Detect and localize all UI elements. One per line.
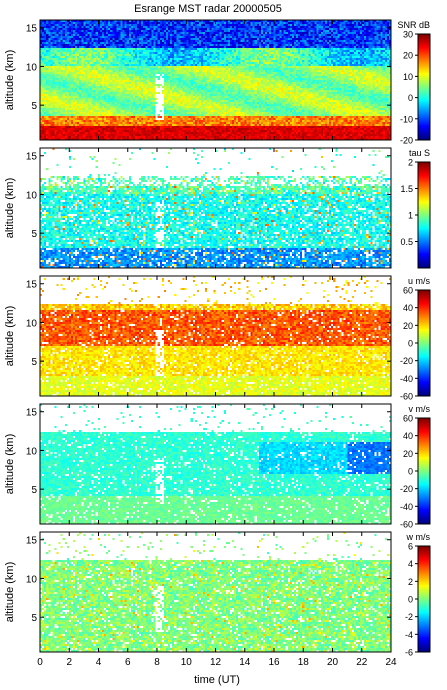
heatmap-image	[40, 404, 391, 524]
colorbar-tick-label: 20	[403, 51, 413, 61]
x-tick-label: 20	[327, 657, 339, 668]
y-tick-label: 5	[31, 613, 37, 624]
y-tick-label: 5	[31, 229, 37, 240]
x-tick-label: 24	[385, 657, 397, 668]
colorbar-label: tau S	[409, 148, 430, 158]
heatmap-image	[40, 20, 391, 140]
x-tick-label: 16	[268, 657, 280, 668]
x-tick-label: 10	[181, 657, 193, 668]
colorbar-label: v m/s	[409, 404, 431, 414]
y-tick-label: 10	[26, 574, 38, 585]
heatmap-image	[40, 276, 391, 396]
colorbar-tick-label: 60	[403, 414, 413, 424]
colorbar-gradient	[418, 34, 430, 140]
figure-title: Esrange MST radar 20000505	[134, 3, 282, 15]
colorbar-tick-label: 0	[408, 595, 413, 605]
x-tick-label: 12	[210, 657, 222, 668]
colorbar-gradient	[418, 546, 430, 652]
colorbar-tick-label: -40	[400, 502, 413, 512]
colorbar-tick-label: -10	[400, 114, 413, 124]
colorbar-gradient	[418, 162, 430, 268]
colorbar-tick-label: 0	[408, 93, 413, 103]
colorbar-tick-label: 2	[408, 577, 413, 587]
colorbar-tick-label: -4	[405, 630, 413, 640]
colorbar-tick-label: -60	[400, 520, 413, 530]
heatmap-image	[40, 532, 391, 652]
colorbar-tick-label: 20	[403, 321, 413, 331]
colorbar-label: w m/s	[406, 532, 431, 542]
colorbar-tick-label: 30	[403, 30, 413, 40]
colorbar-tick-label: 1.5	[400, 184, 413, 194]
colorbar-tick-label: -20	[400, 484, 413, 494]
colorbar-tick-label: 60	[403, 286, 413, 296]
colorbar: u m/s60 40 20 0 -20 -40 -60	[400, 276, 431, 402]
y-tick-label: 15	[26, 408, 38, 419]
colorbar: tau S2 1.5 1 0.5	[400, 148, 431, 269]
colorbar-tick-label: 6	[408, 542, 413, 552]
colorbar-frame	[417, 33, 431, 141]
colorbar-tick-label: 1	[408, 211, 413, 221]
colorbar-gradient	[418, 290, 430, 396]
x-tick-label: 2	[66, 657, 72, 668]
colorbar-tick-label: 10	[403, 72, 413, 82]
y-tick-label: 15	[26, 280, 38, 291]
x-axis-label: time (UT)	[194, 674, 240, 686]
x-tick-label: 22	[356, 657, 368, 668]
y-tick-label: 5	[31, 101, 37, 112]
colorbar: w m/s6 4 2 0 -2 -4 -6	[405, 532, 431, 658]
y-tick-label: 15	[26, 152, 38, 163]
colorbar-tick-label: -2	[405, 612, 413, 622]
colorbar-tick-label: -40	[400, 374, 413, 384]
y-axis-label: altitude (km)	[4, 562, 16, 623]
heatmap-image	[40, 148, 391, 268]
colorbar-tick-label: -6	[405, 648, 413, 658]
y-tick-label: 5	[31, 357, 37, 368]
colorbar-tick-label: 20	[403, 449, 413, 459]
colorbar-label: SNR dB	[397, 20, 430, 30]
y-tick-label: 10	[26, 62, 38, 73]
colorbar-tick-label: -20	[400, 136, 413, 146]
y-tick-label: 15	[26, 24, 38, 35]
colorbar-label: u m/s	[408, 276, 431, 286]
panel-2: 5 10 15 altitude (km) tau S2 1.5 1 0.5	[4, 147, 431, 269]
colorbar: v m/s60 40 20 0 -20 -40 -60	[400, 404, 431, 530]
colorbar-gradient	[418, 418, 430, 524]
x-tick-label: 4	[96, 657, 102, 668]
y-tick-label: 5	[31, 485, 37, 496]
x-tick-label: 14	[239, 657, 251, 668]
colorbar-tick-label: 40	[403, 431, 413, 441]
y-tick-label: 10	[26, 446, 38, 457]
y-axis-label: altitude (km)	[4, 306, 16, 367]
x-tick-label: 8	[154, 657, 160, 668]
y-axis-label: altitude (km)	[4, 178, 16, 239]
panel-4: 5 10 15 altitude (km) v m/s60 40 20 0 -20 -40 -60	[4, 403, 431, 530]
colorbar-tick-label: -60	[400, 392, 413, 402]
y-tick-label: 15	[26, 536, 38, 547]
x-tick-label: 18	[298, 657, 310, 668]
colorbar-tick-label: 0	[408, 339, 413, 349]
colorbar-tick-label: 40	[403, 303, 413, 313]
x-tick-label: 6	[125, 657, 131, 668]
colorbar-tick-label: 2	[408, 158, 413, 168]
y-axis-label: altitude (km)	[4, 434, 16, 495]
colorbar-tick-label: 0	[408, 467, 413, 477]
y-axis-label: altitude (km)	[4, 50, 16, 111]
panel-3: 5 10 15 altitude (km) u m/s60 40 20 0 -20 -40 -60	[4, 275, 431, 402]
colorbar-tick-label: -20	[400, 356, 413, 366]
colorbar-tick-label: 4	[408, 559, 413, 569]
x-tick-label: 0	[37, 657, 43, 668]
y-tick-label: 10	[26, 190, 38, 201]
colorbar-tick-label: 0.5	[400, 237, 413, 247]
y-tick-label: 10	[26, 318, 38, 329]
